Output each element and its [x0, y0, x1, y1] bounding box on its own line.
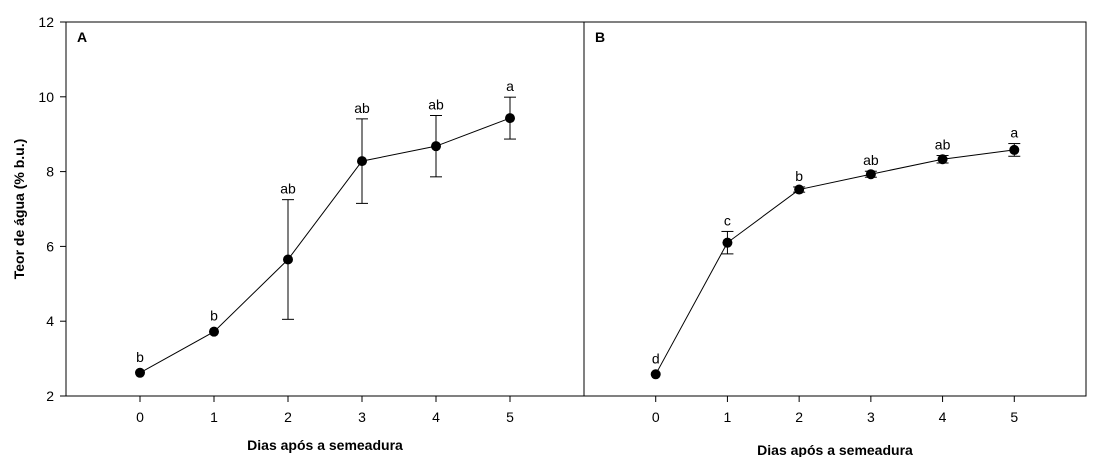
significance-letter: ab [863, 152, 879, 168]
significance-letter: b [136, 349, 144, 365]
x-tick-label: 2 [795, 409, 803, 425]
data-point [357, 156, 367, 167]
data-point [505, 113, 515, 124]
panel-b: B 0 1 2 3 4 5 Dias após a semeadura d c b ab ab a [583, 21, 1087, 457]
significance-letter: a [1010, 125, 1018, 141]
y-tick-label: 4 [46, 313, 54, 329]
x-tick-label: 0 [652, 409, 660, 425]
x-tick-label: 1 [724, 409, 732, 425]
significance-letter: ab [280, 181, 296, 197]
data-point [937, 154, 948, 165]
significance-letter: ab [428, 97, 444, 113]
x-tick-label: 3 [867, 409, 875, 425]
y-tick-label: 2 [46, 388, 54, 404]
series-line [139, 117, 511, 374]
data-point [865, 169, 876, 180]
x-tick-label: 5 [506, 409, 514, 425]
significance-letter: b [210, 308, 218, 324]
x-tick-label: 4 [432, 409, 440, 425]
x-tick-label: 0 [136, 409, 144, 425]
x-axis-title: Dias após a semeadura [247, 437, 403, 453]
data-point [1009, 144, 1020, 155]
y-tick-label: 8 [46, 164, 54, 180]
y-tick-label: 10 [38, 89, 54, 105]
data-point [209, 326, 219, 337]
significance-letter: c [724, 212, 731, 228]
significance-letter: a [506, 78, 514, 94]
data-point [283, 254, 293, 265]
data-point [135, 367, 145, 378]
y-tick-label: 6 [46, 238, 54, 254]
plot-frame [583, 21, 1087, 397]
data-point [794, 184, 805, 195]
x-axis-title: Dias após a semeadura [757, 442, 913, 457]
x-tick-label: 1 [210, 409, 218, 425]
data-point [431, 141, 441, 152]
data-point [722, 237, 733, 248]
x-tick-label: 4 [939, 409, 947, 425]
x-tick-label: 5 [1010, 409, 1018, 425]
data-point [650, 369, 661, 380]
significance-letter: d [652, 350, 660, 366]
significance-letter: b [795, 168, 803, 184]
panel-label: A [77, 29, 87, 45]
y-tick-label: 12 [38, 14, 54, 30]
significance-letter: ab [935, 137, 951, 153]
x-tick-label: 3 [358, 409, 366, 425]
series-line [655, 149, 1015, 375]
x-tick-label: 2 [284, 409, 292, 425]
significance-letter: ab [354, 100, 370, 116]
y-axis-title: Teor de água (% b.u.) [11, 139, 27, 280]
panel-label: B [595, 29, 605, 45]
